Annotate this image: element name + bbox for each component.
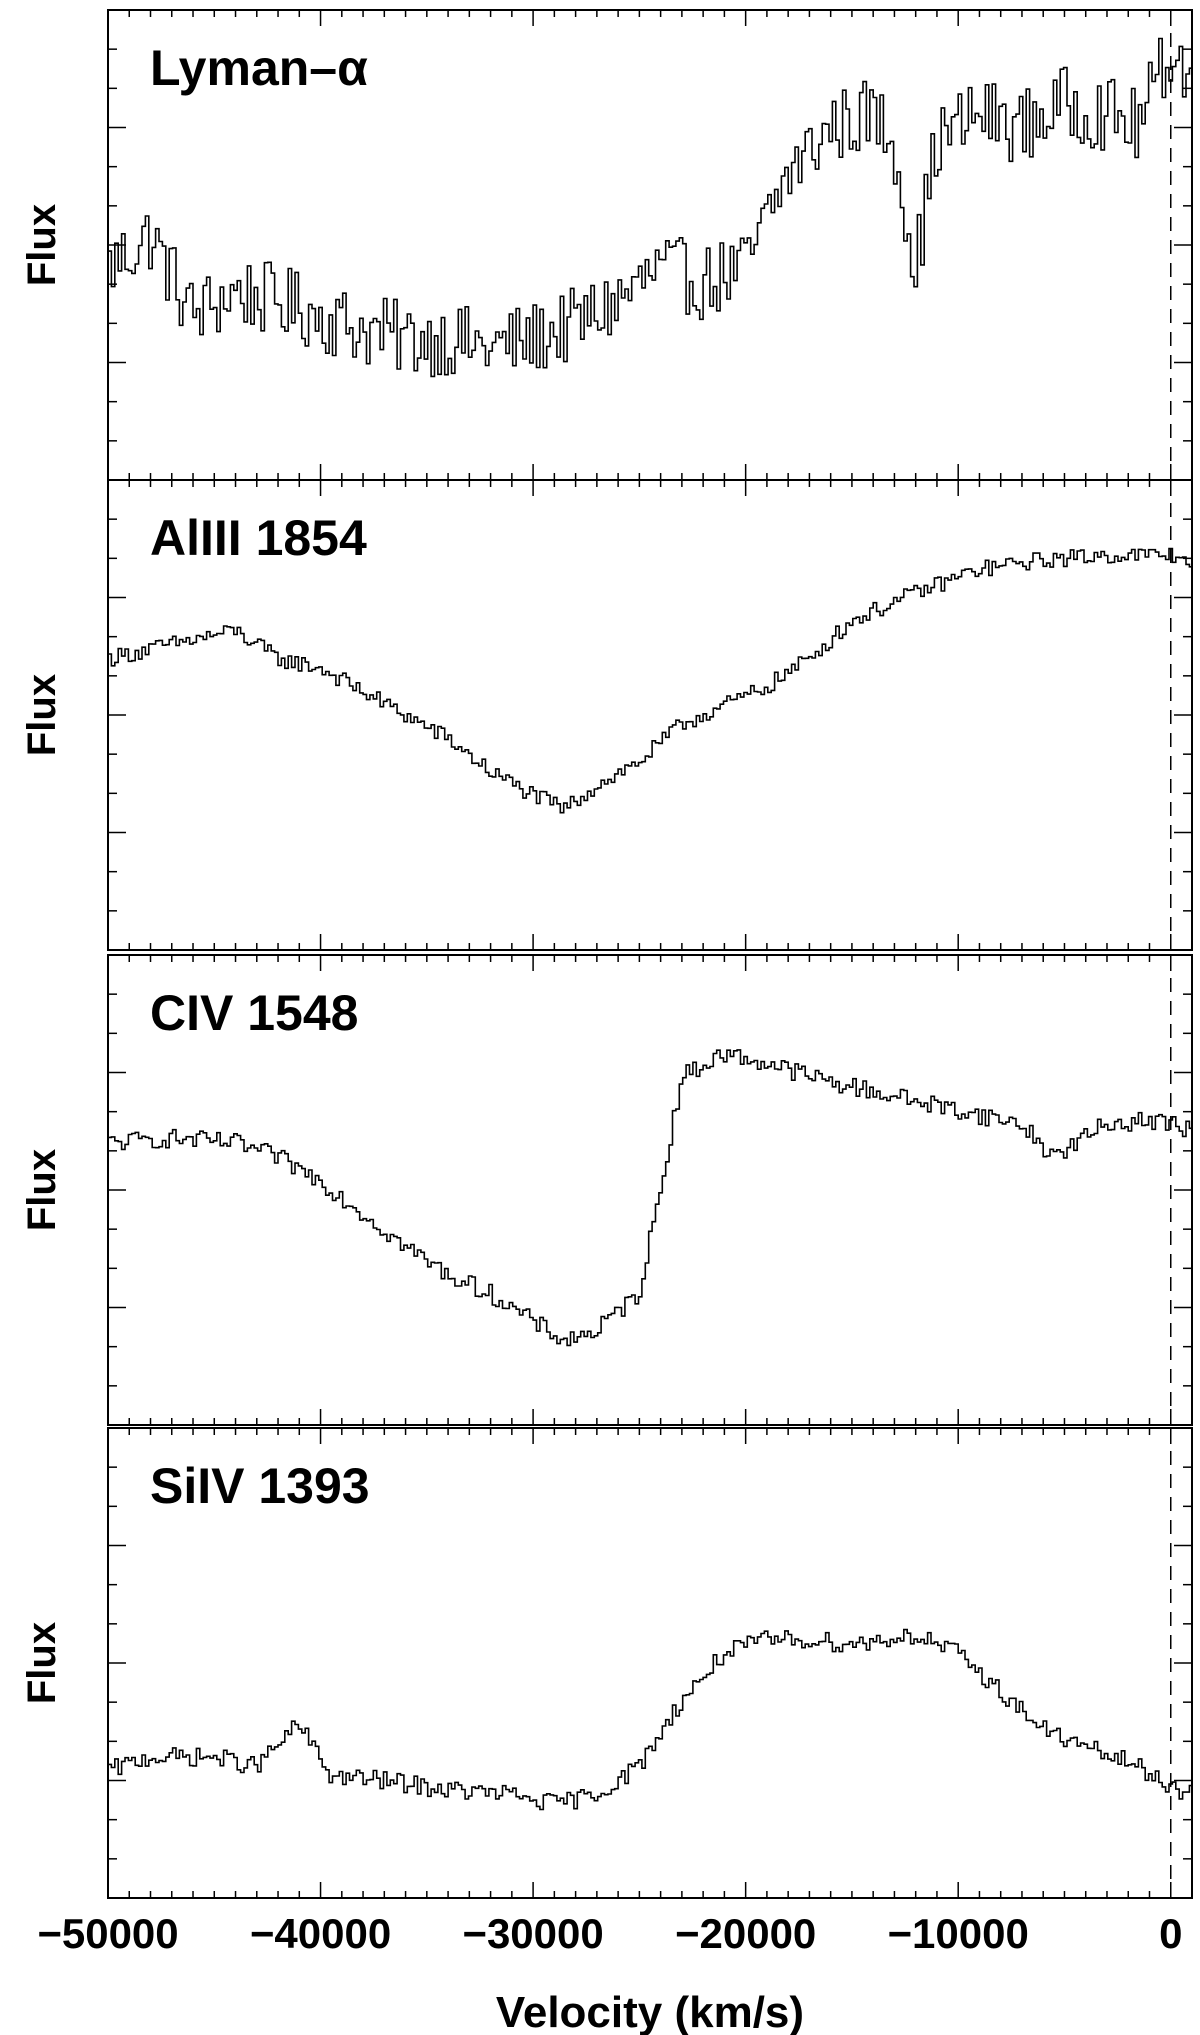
x-axis: −50000 −40000 −30000 −20000 −10000 0 [37, 1910, 1182, 1957]
x-tick-label: −50000 [37, 1910, 178, 1957]
spectrum-line-3 [108, 1628, 1192, 1811]
spectrum-line-0 [108, 37, 1192, 378]
spectrum-line-2 [108, 1049, 1192, 1347]
panel-title: Lyman–α [150, 40, 368, 96]
x-tick-label: −20000 [675, 1910, 816, 1957]
panel-0: Lyman–α Flux [20, 9, 1193, 481]
panel-title: CIV 1548 [150, 985, 358, 1041]
spectrum-line-1 [108, 547, 1192, 814]
x-tick-label: −30000 [462, 1910, 603, 1957]
panel-title: AlIII 1854 [150, 510, 367, 566]
y-axis-label: Flux [20, 1622, 64, 1704]
panel-title: SiIV 1393 [150, 1458, 370, 1514]
y-axis-label: Flux [20, 204, 64, 286]
x-tick-label: −10000 [888, 1910, 1029, 1957]
x-axis-label: Velocity (km/s) [496, 1988, 804, 2035]
x-tick-label: −40000 [250, 1910, 391, 1957]
panel-3: SiIV 1393 Flux [20, 1427, 1193, 1899]
x-tick-label: 0 [1159, 1910, 1182, 1957]
panel-2: CIV 1548 Flux [20, 954, 1193, 1426]
y-axis-label: Flux [20, 674, 64, 756]
y-axis-label: Flux [20, 1149, 64, 1231]
panel-1: AlIII 1854 Flux [20, 479, 1193, 951]
